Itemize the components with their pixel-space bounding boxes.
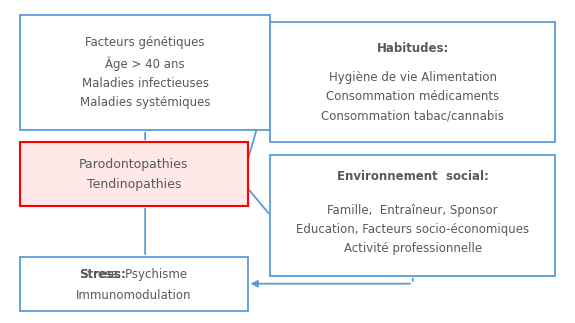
Text: Stress:: Stress: [79, 267, 126, 280]
Text: Parodontopathies
Tendinopathies: Parodontopathies Tendinopathies [79, 158, 189, 191]
Text: Facteurs génétiques
Âge > 40 ans
Maladies infectieuses
Maladies systémiques: Facteurs génétiques Âge > 40 ans Maladie… [80, 36, 210, 109]
FancyBboxPatch shape [20, 257, 248, 311]
Text: Famille,  Entraîneur, Sponsor
Education, Facteurs socio-économiques
Activité pro: Famille, Entraîneur, Sponsor Education, … [296, 204, 530, 255]
FancyBboxPatch shape [20, 16, 270, 130]
Text: Immunomodulation: Immunomodulation [76, 289, 191, 302]
FancyBboxPatch shape [270, 155, 555, 276]
FancyBboxPatch shape [270, 22, 555, 142]
Text: Environnement  social:: Environnement social: [337, 170, 489, 183]
FancyBboxPatch shape [20, 142, 248, 206]
Text: Stress: Psychisme: Stress: Psychisme [81, 267, 187, 280]
Text: Habitudes:: Habitudes: [377, 42, 449, 55]
Text: Hygiène de vie Alimentation
Consommation médicaments
Consommation tabac/cannabis: Hygiène de vie Alimentation Consommation… [321, 71, 504, 122]
